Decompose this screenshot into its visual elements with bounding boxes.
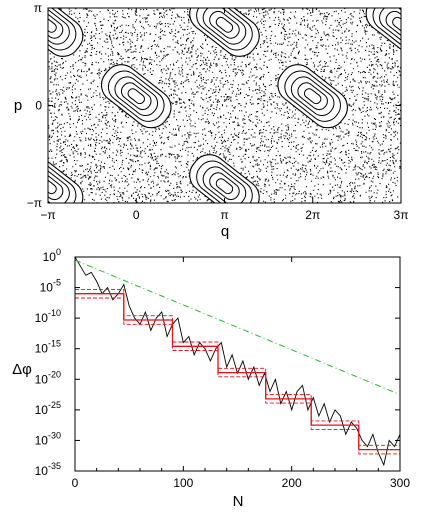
invariant-curve (372, 8, 401, 51)
top-x-tick-label: 3π (394, 208, 409, 222)
island-1 (277, 64, 348, 129)
bottom-y-tick-label: 10-35 (35, 461, 61, 478)
invariant-curve (48, 166, 70, 203)
top-x-tick-label: 0 (133, 208, 140, 222)
island-boundary (365, 8, 401, 57)
top-y-tick-label: π (34, 1, 42, 15)
divergence-plot: 0 100 200 300 100 10-5 10-10 10-15 10-20 10-25 10-… (12, 247, 410, 510)
invariant-curve (48, 8, 70, 45)
bottom-x-tick-label: 100 (173, 476, 193, 490)
series-black-line (75, 257, 400, 467)
top-y-tick-label: −π (27, 196, 42, 210)
bottom-x-tick-label: 0 (72, 476, 79, 490)
invariant-curve (209, 10, 240, 39)
top-x-tick-label: π (220, 208, 228, 222)
bottom-x-tick-label: 300 (390, 476, 410, 490)
island-boundary (277, 64, 348, 129)
invariant-curve (215, 16, 234, 33)
island-2 (189, 8, 260, 57)
island-0 (100, 64, 172, 129)
bottom-y-axis-label: Δφ (12, 361, 32, 378)
invariant-curve (48, 178, 57, 195)
invariant-curve (48, 160, 77, 203)
invariant-curve (127, 88, 145, 105)
top-x-tick-label: −π (40, 208, 55, 222)
top-x-tick-label: 2π (305, 208, 320, 222)
bottom-y-tick-label: 10-25 (35, 400, 61, 417)
invariant-curve (297, 82, 328, 111)
bottom-axis-ticks: 0 100 200 300 100 10-5 10-10 10-15 10-20 10-25 10-… (35, 247, 411, 490)
island-3 (365, 8, 401, 57)
series-red-staircase-lower (75, 297, 400, 455)
invariant-curve (379, 8, 401, 45)
regular-islands (48, 8, 401, 203)
bottom-y-tick-label: 10-30 (35, 430, 61, 447)
bottom-y-tick-label: 10-10 (35, 308, 61, 325)
bottom-x-axis-label: N (233, 493, 244, 510)
invariant-curve (284, 70, 341, 122)
invariant-curve (215, 178, 234, 195)
invariant-curve (202, 8, 247, 45)
invariant-curve (209, 172, 240, 201)
invariant-curve (196, 160, 253, 203)
invariant-curve (196, 8, 253, 51)
bottom-y-tick-label: 10-5 (40, 278, 61, 295)
phase-space-plot: −π 0 π 2π 3π −π 0 π p q (14, 1, 409, 240)
invariant-curve (107, 70, 165, 122)
invariant-curve (290, 76, 335, 116)
invariant-curve (303, 88, 322, 105)
invariant-curve (392, 16, 401, 33)
bottom-y-tick-label: 10-20 (35, 369, 61, 386)
invariant-curve (48, 10, 64, 39)
top-y-axis-label: p (14, 97, 22, 114)
invariant-curve (114, 76, 159, 116)
series-green-dash-dot (75, 259, 400, 396)
top-y-tick-label: 0 (35, 99, 42, 113)
bottom-plot-frame (74, 256, 401, 472)
invariant-curve (48, 16, 57, 33)
bottom-y-tick-label: 10-15 (35, 339, 61, 356)
island-4 (189, 154, 260, 203)
invariant-curve (48, 8, 77, 51)
invariant-curve (120, 82, 152, 111)
series-red-staircase (75, 293, 400, 451)
bottom-x-tick-label: 200 (282, 476, 302, 490)
divergence-series (75, 257, 400, 467)
invariant-curve (202, 166, 247, 203)
invariant-curve (48, 172, 64, 201)
top-axis-ticks: −π 0 π 2π 3π −π 0 π (27, 1, 409, 222)
invariant-curve (385, 10, 401, 39)
bottom-y-tick-label: 100 (43, 247, 61, 264)
top-x-axis-label: q (221, 223, 229, 240)
